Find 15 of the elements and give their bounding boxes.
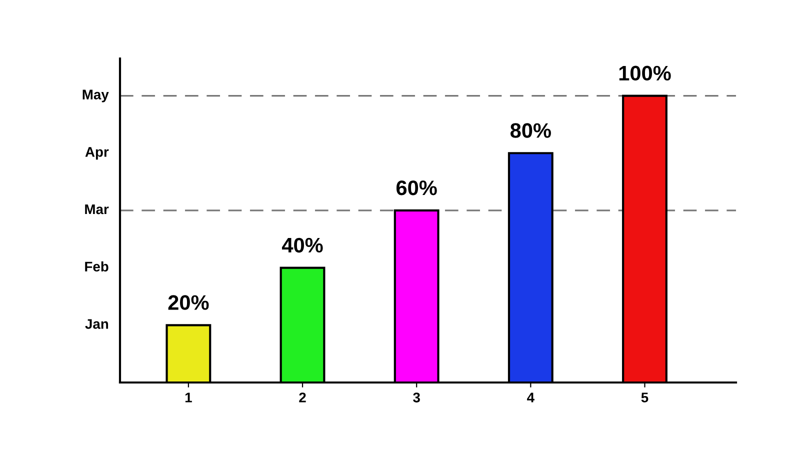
x-tick-label: 1 xyxy=(185,392,192,402)
text: Apr xyxy=(85,147,109,160)
x-tick-label: 5 xyxy=(641,392,648,402)
text: Jan xyxy=(85,319,108,329)
text: Mar xyxy=(85,204,109,214)
data-label: 60% xyxy=(396,180,437,196)
data-label: 100% xyxy=(619,66,671,81)
data-label: 40% xyxy=(282,238,323,253)
text: May xyxy=(82,90,109,102)
x-tick-label: 2 xyxy=(299,392,306,402)
data-label: 80% xyxy=(510,123,551,138)
x-tick-label: 3 xyxy=(413,392,420,402)
text: Feb xyxy=(85,261,108,272)
x-tick-label: 4 xyxy=(527,392,534,402)
data-label: 20% xyxy=(168,295,209,310)
